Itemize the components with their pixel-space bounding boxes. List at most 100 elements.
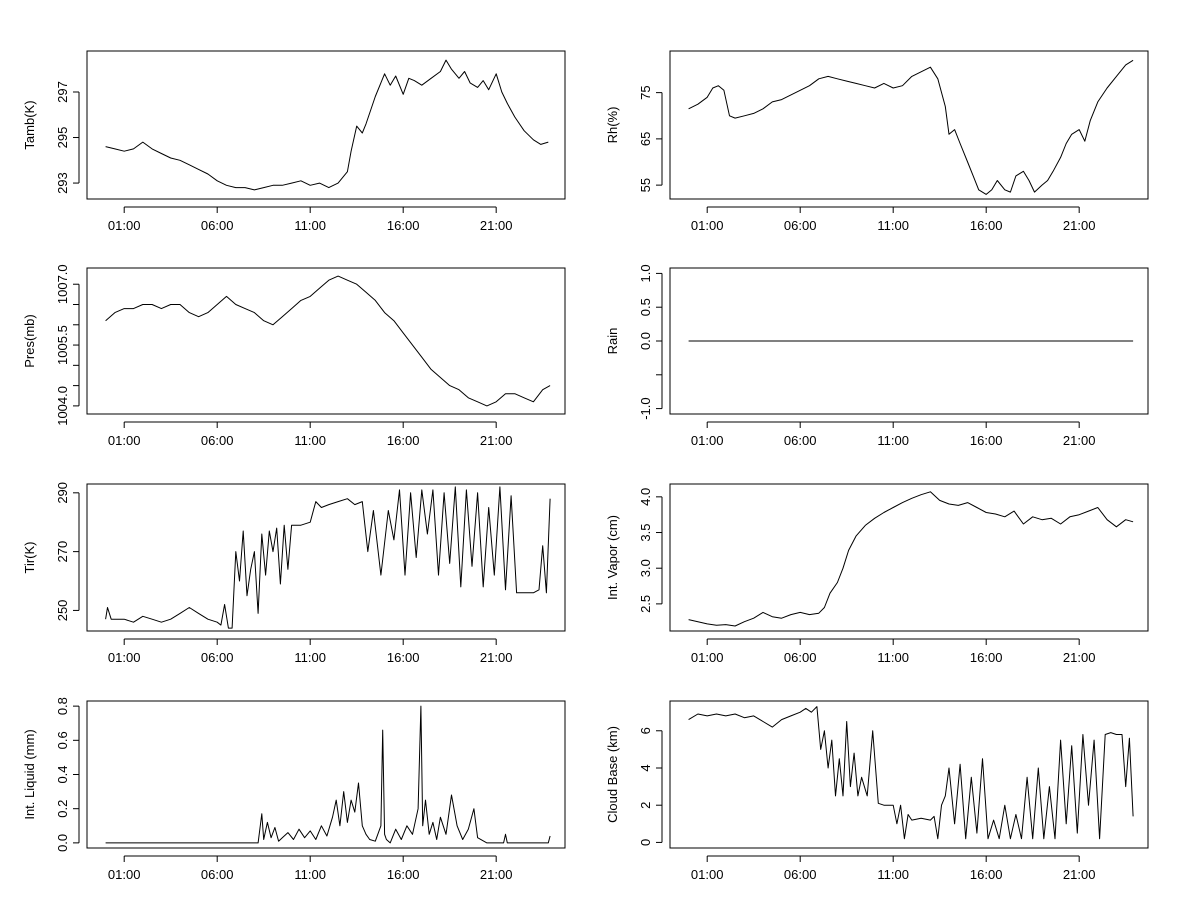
x-tick-label: 16:00 [387, 867, 420, 882]
x-tick-label: 16:00 [970, 650, 1003, 665]
y-axis-title: Pres(mb) [22, 314, 37, 367]
panel-tamb: 01:00 06:00 11:00 16:00 21:00 293 295 297 Tamb(K… [22, 50, 566, 233]
y-tick-label: 1004.0 [55, 386, 70, 426]
y-tick-label: 0.6 [55, 731, 70, 749]
x-tick-label: 06:00 [201, 433, 234, 448]
series-line-pres [105, 275, 551, 407]
x-tick-label: 16:00 [970, 867, 1003, 882]
series-line-vapor [688, 491, 1134, 627]
y-tick-label: 0.4 [55, 765, 70, 783]
x-tick-label: 21:00 [1063, 867, 1096, 882]
y-axis-title: Tir(K) [22, 541, 37, 573]
x-tick-label: 06:00 [201, 218, 234, 233]
x-tick-label: 01:00 [108, 650, 141, 665]
x-tick-label: 21:00 [480, 218, 513, 233]
x-tick-label: 21:00 [480, 433, 513, 448]
x-tick-label: 11:00 [877, 433, 909, 448]
y-tick-label: 0.8 [55, 697, 70, 715]
x-tick-label: 06:00 [201, 650, 234, 665]
y-tick-label: 293 [55, 172, 70, 194]
x-tick-label: 11:00 [294, 650, 326, 665]
plot-frame [86, 50, 566, 200]
y-tick-label: 1007.0 [55, 264, 70, 304]
y-tick-label: 0.5 [638, 298, 653, 316]
series-line-tamb [105, 59, 549, 191]
plot-frame [669, 483, 1149, 632]
y-tick-label: 0.0 [55, 834, 70, 852]
x-tick-label: 01:00 [691, 867, 724, 882]
y-tick-label: 3.0 [638, 559, 653, 577]
y-tick-label: -1.0 [638, 397, 653, 419]
x-tick-label: 06:00 [784, 867, 817, 882]
y-tick-label: 6 [638, 727, 653, 734]
x-tick-label: 11:00 [294, 218, 326, 233]
y-tick-label: 297 [55, 81, 70, 103]
y-axis-title: Cloud Base (km) [605, 726, 620, 823]
y-tick-label: 55 [638, 178, 653, 192]
x-tick-label: 01:00 [691, 650, 724, 665]
y-tick-label: 295 [55, 127, 70, 149]
y-tick-label: 0.0 [638, 332, 653, 350]
plot-frame [86, 267, 566, 415]
plot-frame [669, 267, 1149, 415]
x-tick-label: 21:00 [480, 867, 513, 882]
x-tick-label: 06:00 [784, 218, 817, 233]
y-axis-title: Int. Liquid (mm) [22, 729, 37, 819]
panel-tir: 01:00 06:00 11:00 16:00 21:00 250 270 290 Tir(K) [22, 482, 566, 665]
y-tick-label: 0 [638, 839, 653, 846]
y-tick-label: 75 [638, 85, 653, 99]
y-tick-label: 2 [638, 802, 653, 809]
plot-frame [669, 50, 1149, 200]
y-axis-title: Tamb(K) [22, 100, 37, 149]
y-tick-label: 4 [638, 764, 653, 771]
x-tick-label: 16:00 [970, 218, 1003, 233]
series-line-tir [105, 486, 551, 629]
series-line-cloudbase [688, 706, 1134, 840]
y-tick-label: 270 [55, 541, 70, 563]
x-tick-label: 16:00 [387, 433, 420, 448]
x-tick-label: 21:00 [1063, 650, 1096, 665]
y-tick-label: 3.5 [638, 523, 653, 541]
x-tick-label: 11:00 [877, 650, 909, 665]
panel-rain: 01:00 06:00 11:00 16:00 21:00 -1.0 0.0 0.5 1.0 Ra… [605, 264, 1149, 448]
x-tick-label: 06:00 [784, 433, 817, 448]
x-tick-label: 16:00 [387, 218, 420, 233]
panel-vapor: 01:00 06:00 11:00 16:00 21:00 2.5 3.0 3.5 4.0 Int… [605, 483, 1149, 665]
x-tick-label: 06:00 [201, 867, 234, 882]
x-tick-label: 01:00 [108, 433, 141, 448]
x-tick-label: 01:00 [108, 867, 141, 882]
x-tick-label: 16:00 [970, 433, 1003, 448]
panel-liquid: 01:00 06:00 11:00 16:00 21:00 0.0 0.2 0.4 0.6 0.8… [22, 697, 566, 882]
y-tick-label: 1005.5 [55, 325, 70, 365]
y-tick-label: 2.5 [638, 595, 653, 613]
x-tick-label: 11:00 [877, 867, 909, 882]
x-tick-label: 01:00 [691, 433, 724, 448]
x-tick-label: 11:00 [294, 433, 326, 448]
x-tick-label: 01:00 [108, 218, 141, 233]
x-tick-label: 06:00 [784, 650, 817, 665]
x-tick-label: 16:00 [387, 650, 420, 665]
plot-frame [669, 700, 1149, 849]
y-axis-title: Int. Vapor (cm) [605, 515, 620, 600]
y-tick-label: 0.2 [55, 800, 70, 818]
y-tick-label: 250 [55, 600, 70, 622]
y-axis-title: Rain [605, 328, 620, 355]
x-tick-label: 21:00 [1063, 218, 1096, 233]
y-tick-label: 65 [638, 132, 653, 146]
y-axis-title: Rh(%) [605, 107, 620, 144]
y-tick-label: 1.0 [638, 264, 653, 282]
plot-frame [86, 700, 566, 849]
x-tick-label: 21:00 [480, 650, 513, 665]
x-tick-label: 01:00 [691, 218, 724, 233]
series-line-rh [688, 59, 1134, 195]
panel-cloudbase: 01:00 06:00 11:00 16:00 21:00 0 2 4 6 Cloud Base … [605, 700, 1149, 882]
panel-rh: 01:00 06:00 11:00 16:00 21:00 55 65 75 Rh(%) [605, 50, 1149, 233]
y-tick-label: 4.0 [638, 488, 653, 506]
series-line-liquid [105, 705, 551, 844]
panel-pres: 01:00 06:00 11:00 16:00 21:00 1004.0 1005.5 100… [22, 264, 566, 448]
x-tick-label: 11:00 [294, 867, 326, 882]
y-tick-label: 290 [55, 482, 70, 504]
x-tick-label: 11:00 [877, 218, 909, 233]
